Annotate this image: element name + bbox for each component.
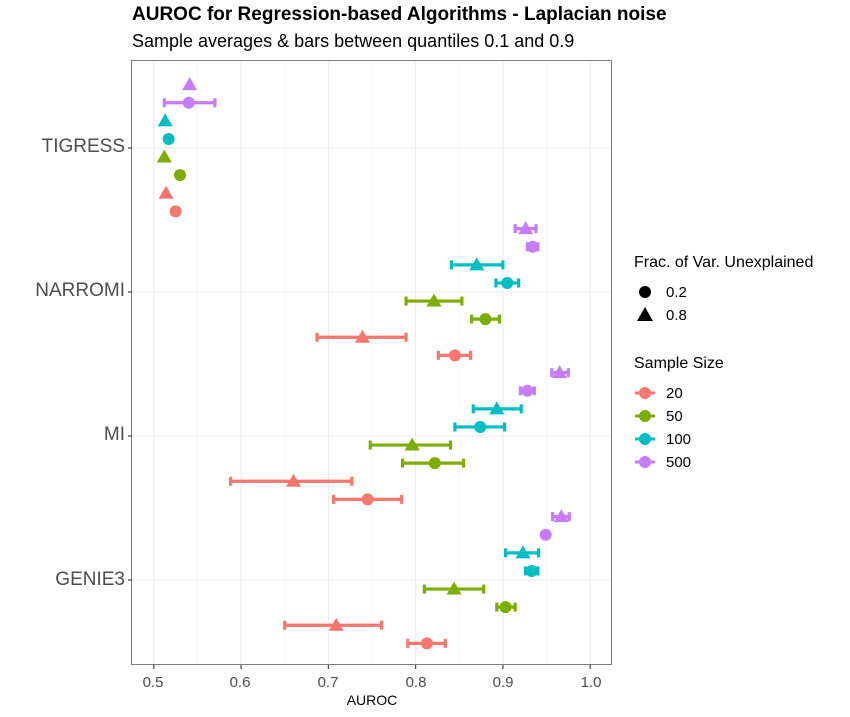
error-bars bbox=[162, 98, 571, 648]
x-tick-label: 0.9 bbox=[492, 674, 514, 691]
data-point-triangle bbox=[426, 293, 442, 307]
legend-shape-label: 0.2 bbox=[666, 283, 687, 301]
y-tick-label-genie3: GENIE3 bbox=[55, 569, 125, 590]
chart-subtitle: Sample averages & bars between quantiles… bbox=[132, 31, 575, 51]
axis-ticks bbox=[128, 147, 591, 669]
y-tick-label-narromi: NARROMI bbox=[35, 280, 125, 301]
data-point-triangle bbox=[354, 329, 370, 343]
data-point-circle bbox=[448, 349, 461, 362]
data-points bbox=[156, 77, 569, 650]
data-point-triangle bbox=[489, 401, 505, 415]
y-tick-label-mi: MI bbox=[103, 424, 125, 445]
data-point-triangle bbox=[552, 365, 568, 379]
legend-color-item: 20 bbox=[634, 383, 683, 403]
legend-color-label: 50 bbox=[666, 407, 683, 425]
chart-title: AUROC for Regression-based Algorithms - … bbox=[132, 4, 667, 25]
y-tick-label-tigress: TIGRESS bbox=[41, 136, 125, 157]
legend-shape-item: 0.2 bbox=[634, 282, 687, 302]
data-point-circle bbox=[428, 457, 441, 470]
triangle-icon bbox=[637, 307, 653, 321]
data-point-circle bbox=[182, 96, 195, 109]
grid-lines bbox=[132, 61, 612, 665]
data-point-circle bbox=[525, 564, 538, 577]
data-point-triangle bbox=[404, 437, 420, 451]
data-point-triangle bbox=[469, 257, 485, 271]
data-point-circle bbox=[499, 601, 512, 614]
data-point-circle bbox=[539, 528, 552, 541]
color-swatch-icon bbox=[635, 387, 655, 399]
data-point-triangle bbox=[553, 509, 569, 523]
data-point-triangle bbox=[446, 581, 462, 595]
color-swatch-icon bbox=[635, 410, 655, 422]
data-point-triangle bbox=[157, 113, 173, 127]
data-point-circle bbox=[361, 493, 374, 506]
data-point-circle bbox=[474, 420, 487, 433]
legend-color-item: 100 bbox=[634, 429, 691, 449]
x-tick-label: 0.6 bbox=[229, 674, 251, 691]
data-point-circle bbox=[479, 313, 492, 326]
x-tick-label: 0.7 bbox=[317, 674, 339, 691]
legend-shape-label: 0.8 bbox=[666, 306, 687, 324]
x-tick-label: 0.5 bbox=[142, 674, 164, 691]
data-point-circle bbox=[162, 132, 175, 145]
data-point-triangle bbox=[285, 473, 301, 487]
legend-color-label: 20 bbox=[666, 384, 683, 402]
data-point-circle bbox=[526, 240, 539, 253]
x-tick-label: 1.0 bbox=[580, 674, 602, 691]
circle-icon bbox=[639, 286, 651, 298]
data-point-triangle bbox=[158, 185, 174, 199]
data-point-circle bbox=[169, 205, 182, 218]
x-axis-label: AUROC bbox=[346, 692, 398, 708]
color-swatch-icon bbox=[635, 433, 655, 445]
legend-shape-title: Frac. of Var. Unexplained bbox=[634, 254, 814, 271]
legend-shape-item: 0.8 bbox=[634, 305, 687, 325]
data-point-circle bbox=[420, 637, 433, 650]
legend-color-title: Sample Size bbox=[634, 355, 724, 372]
data-point-circle bbox=[501, 276, 514, 289]
data-point-triangle bbox=[156, 149, 172, 163]
data-point-circle bbox=[174, 169, 186, 182]
data-point-triangle bbox=[515, 545, 531, 559]
data-point-triangle bbox=[182, 77, 198, 91]
data-point-triangle bbox=[328, 617, 344, 631]
legend-color-item: 500 bbox=[634, 452, 691, 472]
x-tick-label: 0.8 bbox=[405, 674, 427, 691]
data-point-triangle bbox=[518, 221, 534, 235]
legend-color-item: 50 bbox=[634, 406, 683, 426]
color-swatch-icon bbox=[635, 456, 655, 468]
data-point-circle bbox=[521, 384, 534, 397]
legend-color-label: 500 bbox=[666, 453, 692, 471]
plot-panel-border bbox=[131, 60, 612, 665]
legend-color-label: 100 bbox=[666, 430, 692, 448]
